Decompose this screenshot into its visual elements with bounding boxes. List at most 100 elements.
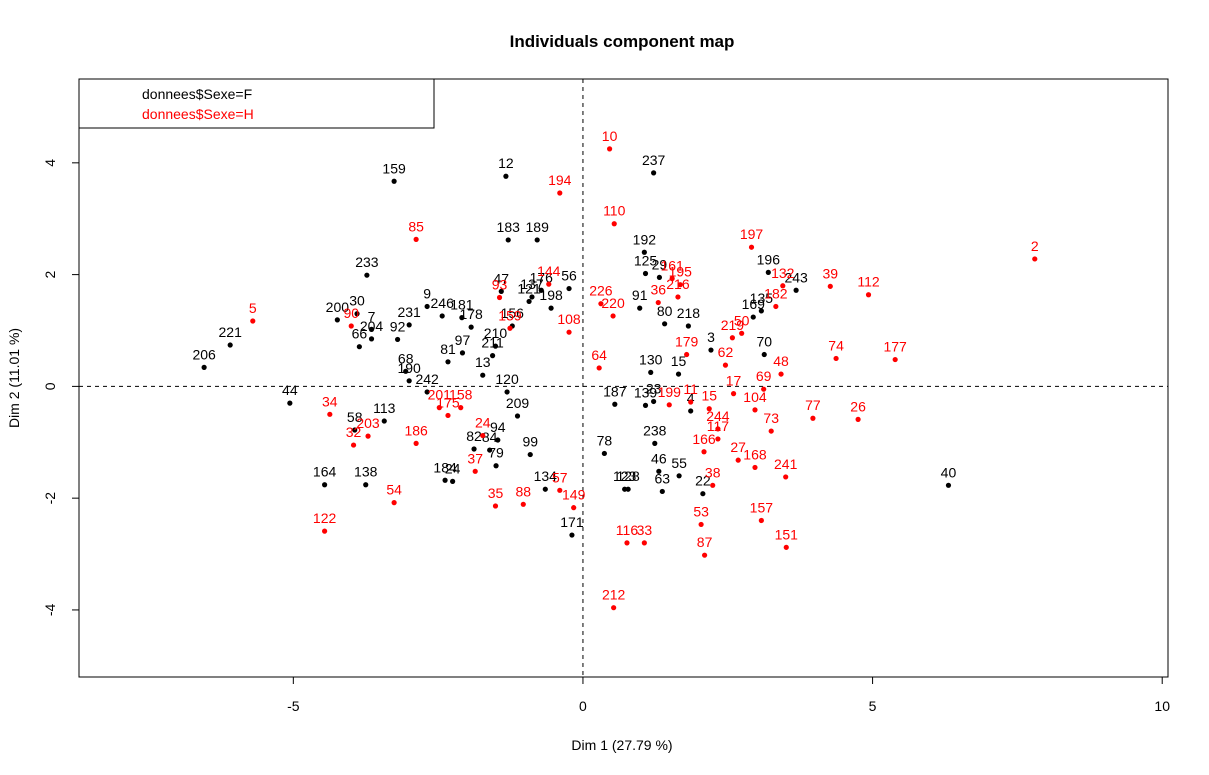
data-point (611, 605, 617, 611)
point-label: 246 (431, 295, 455, 311)
data-point (722, 362, 729, 368)
data-point (659, 488, 665, 495)
point-label: 50 (734, 312, 750, 328)
point-label: 113 (373, 400, 396, 416)
data-point (739, 330, 745, 336)
data-point (624, 540, 630, 546)
data-point (548, 305, 554, 311)
point-label: 233 (355, 254, 379, 270)
legend-entry-f: donnees$Sexe=F (142, 86, 252, 102)
data-point (651, 170, 657, 176)
data-point (1032, 256, 1038, 262)
data-point (363, 482, 369, 488)
data-point (287, 400, 293, 406)
point-label: 91 (632, 287, 648, 303)
point-label: 181 (450, 297, 474, 313)
point-label: 68 (398, 350, 414, 366)
point-label: 197 (740, 226, 764, 242)
point-label: 135 (750, 290, 774, 306)
point-label: 166 (692, 431, 716, 447)
point-label: 11 (683, 381, 698, 397)
point-label: 177 (883, 339, 907, 355)
data-point (855, 416, 861, 422)
data-point (827, 283, 833, 289)
point-label: 210 (484, 325, 508, 341)
data-point (656, 274, 663, 281)
point-label: 48 (773, 353, 789, 369)
data-point (735, 457, 741, 463)
point-label: 84 (482, 429, 498, 445)
data-point (750, 314, 756, 320)
y-tick-label: -2 (42, 492, 58, 505)
data-point (566, 285, 572, 292)
point-label: 27 (730, 439, 746, 455)
point-label: 17 (726, 373, 742, 389)
data-point (569, 532, 575, 538)
point-label: 159 (498, 307, 522, 323)
point-label: 182 (764, 285, 788, 301)
data-point (439, 313, 445, 319)
point-label: 206 (192, 346, 216, 362)
point-label: 66 (352, 326, 368, 342)
data-point (865, 292, 872, 298)
data-point (773, 303, 779, 310)
point-label: 134 (534, 468, 558, 484)
data-point (648, 369, 654, 376)
point-label: 120 (495, 371, 519, 387)
data-point (504, 389, 510, 395)
point-label: 26 (850, 398, 866, 414)
point-label: 63 (655, 470, 671, 486)
point-label: 200 (326, 299, 350, 315)
data-point (945, 482, 952, 488)
data-point (685, 323, 691, 329)
data-point (492, 343, 499, 349)
data-point (489, 353, 496, 359)
point-label: 123 (613, 468, 637, 484)
data-point (542, 486, 548, 492)
point-label: 238 (643, 422, 667, 438)
point-label: 189 (526, 219, 550, 235)
x-tick-label: 5 (869, 698, 877, 714)
point-label: 237 (642, 152, 666, 168)
point-label: 132 (771, 265, 795, 281)
data-point (642, 402, 649, 408)
data-point (495, 437, 501, 443)
point-label: 87 (697, 534, 713, 550)
data-point (381, 418, 387, 424)
data-point (391, 178, 397, 184)
legend-entry-h: donnees$Sexe=H (142, 106, 254, 122)
point-label: 108 (557, 311, 581, 327)
point-label: 110 (603, 203, 626, 219)
data-point (706, 406, 712, 412)
point-label: 74 (828, 337, 844, 353)
point-label: 73 (763, 410, 779, 426)
point-label: 187 (603, 383, 627, 399)
point-label: 199 (658, 384, 682, 400)
point-label: 38 (705, 464, 721, 480)
data-point (752, 464, 758, 471)
data-point (527, 451, 533, 458)
data-point (710, 482, 716, 488)
data-point (752, 407, 758, 413)
point-label: 92 (390, 318, 406, 334)
point-label: 171 (560, 514, 584, 530)
data-point (480, 432, 486, 439)
point-label: 7 (368, 308, 376, 324)
point-label: 90 (343, 305, 359, 321)
point-label: 159 (382, 160, 406, 176)
data-point (534, 237, 540, 243)
point-label: 209 (506, 395, 530, 411)
data-point (356, 344, 362, 350)
data-point (538, 287, 544, 293)
data-point (656, 468, 662, 474)
point-label: 13 (475, 354, 491, 370)
point-label: 130 (639, 351, 663, 367)
point-label: 138 (354, 464, 378, 480)
point-label: 211 (481, 335, 504, 351)
data-point (365, 433, 371, 439)
data-point (701, 449, 707, 455)
data-point (450, 478, 456, 484)
point-label: 244 (706, 408, 730, 424)
data-point (507, 325, 513, 331)
